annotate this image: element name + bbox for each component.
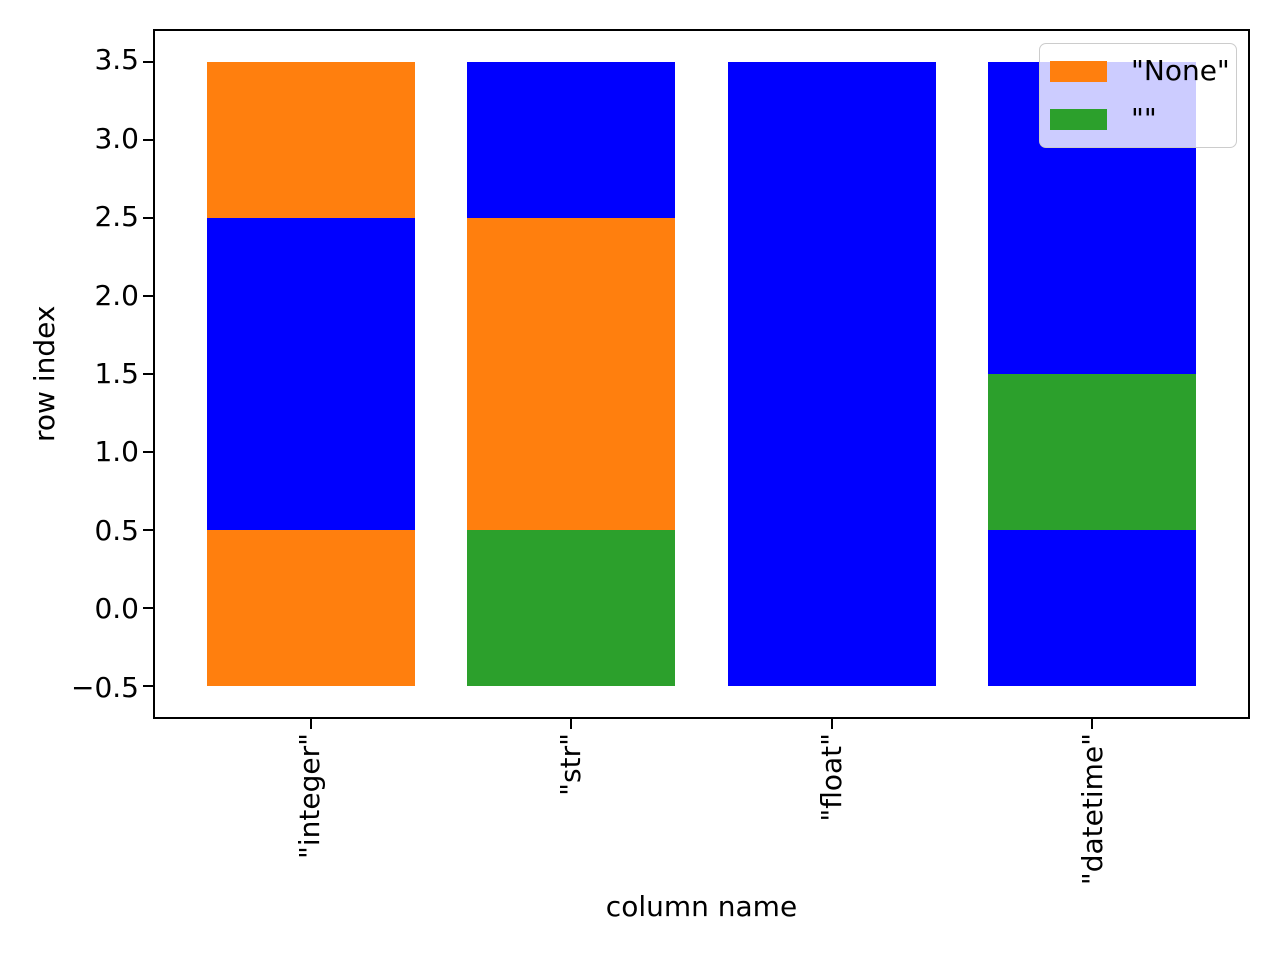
y-tick-mark: [143, 295, 153, 298]
legend-entry: "None": [1050, 57, 1230, 85]
x-tick-mark: [570, 719, 573, 729]
x-tick-mark: [310, 719, 313, 729]
x-tick-mark: [1090, 719, 1093, 729]
bar-segment-none: [207, 529, 416, 686]
x-tick-label: "integer": [292, 733, 326, 859]
y-tick-label: 3.0: [94, 121, 139, 155]
legend-swatch-icon: [1050, 60, 1107, 82]
x-tick-label: "float": [815, 733, 849, 822]
y-tick-mark: [143, 217, 153, 220]
x-tick-mark: [830, 719, 833, 729]
y-tick-label: 2.5: [94, 200, 139, 234]
y-tick-label: 2.0: [94, 278, 139, 312]
y-tick-label: 1.5: [94, 357, 139, 390]
bar-segment-valid: [727, 62, 936, 686]
y-axis-tick-labels: 3.5 3.0 2.5 2.0 1.5 1.0 0.5 0.0 −0.5: [0, 29, 139, 719]
bar-segment-empty: [987, 374, 1196, 530]
y-tick-mark: [143, 450, 153, 453]
bar-segment-valid: [467, 62, 676, 219]
legend-label: "None": [1131, 54, 1230, 87]
y-tick-mark: [143, 139, 153, 142]
y-tick-label: 0.0: [94, 592, 139, 626]
y-tick-label: 1.0: [94, 435, 139, 469]
legend-swatch-icon: [1050, 108, 1107, 130]
y-tick-label: 3.5: [94, 43, 139, 77]
legend-entry: "": [1050, 105, 1226, 133]
bar-segment-none: [467, 218, 676, 530]
legend: "None" "": [1039, 43, 1237, 148]
y-axis-title: row index: [28, 305, 61, 443]
x-tick-label: "datetime": [1076, 733, 1110, 886]
bar-segment-valid: [987, 529, 1196, 686]
bar-segment-valid: [207, 218, 416, 530]
x-tick-label: "str": [553, 733, 587, 796]
y-tick-label: 0.5: [94, 513, 139, 547]
x-axis-tick-labels: "integer" "str" "float" "datetime": [153, 733, 1250, 903]
x-axis-title: column name: [605, 890, 798, 923]
y-tick-mark: [143, 373, 153, 375]
legend-label: "": [1131, 102, 1157, 135]
y-tick-mark: [143, 61, 153, 64]
y-tick-label: −0.5: [71, 670, 139, 704]
bar-segment-none: [207, 62, 416, 219]
bar-segment-empty: [467, 529, 676, 686]
y-tick-mark: [143, 606, 153, 609]
y-tick-mark: [143, 684, 153, 687]
y-tick-mark: [143, 528, 153, 531]
